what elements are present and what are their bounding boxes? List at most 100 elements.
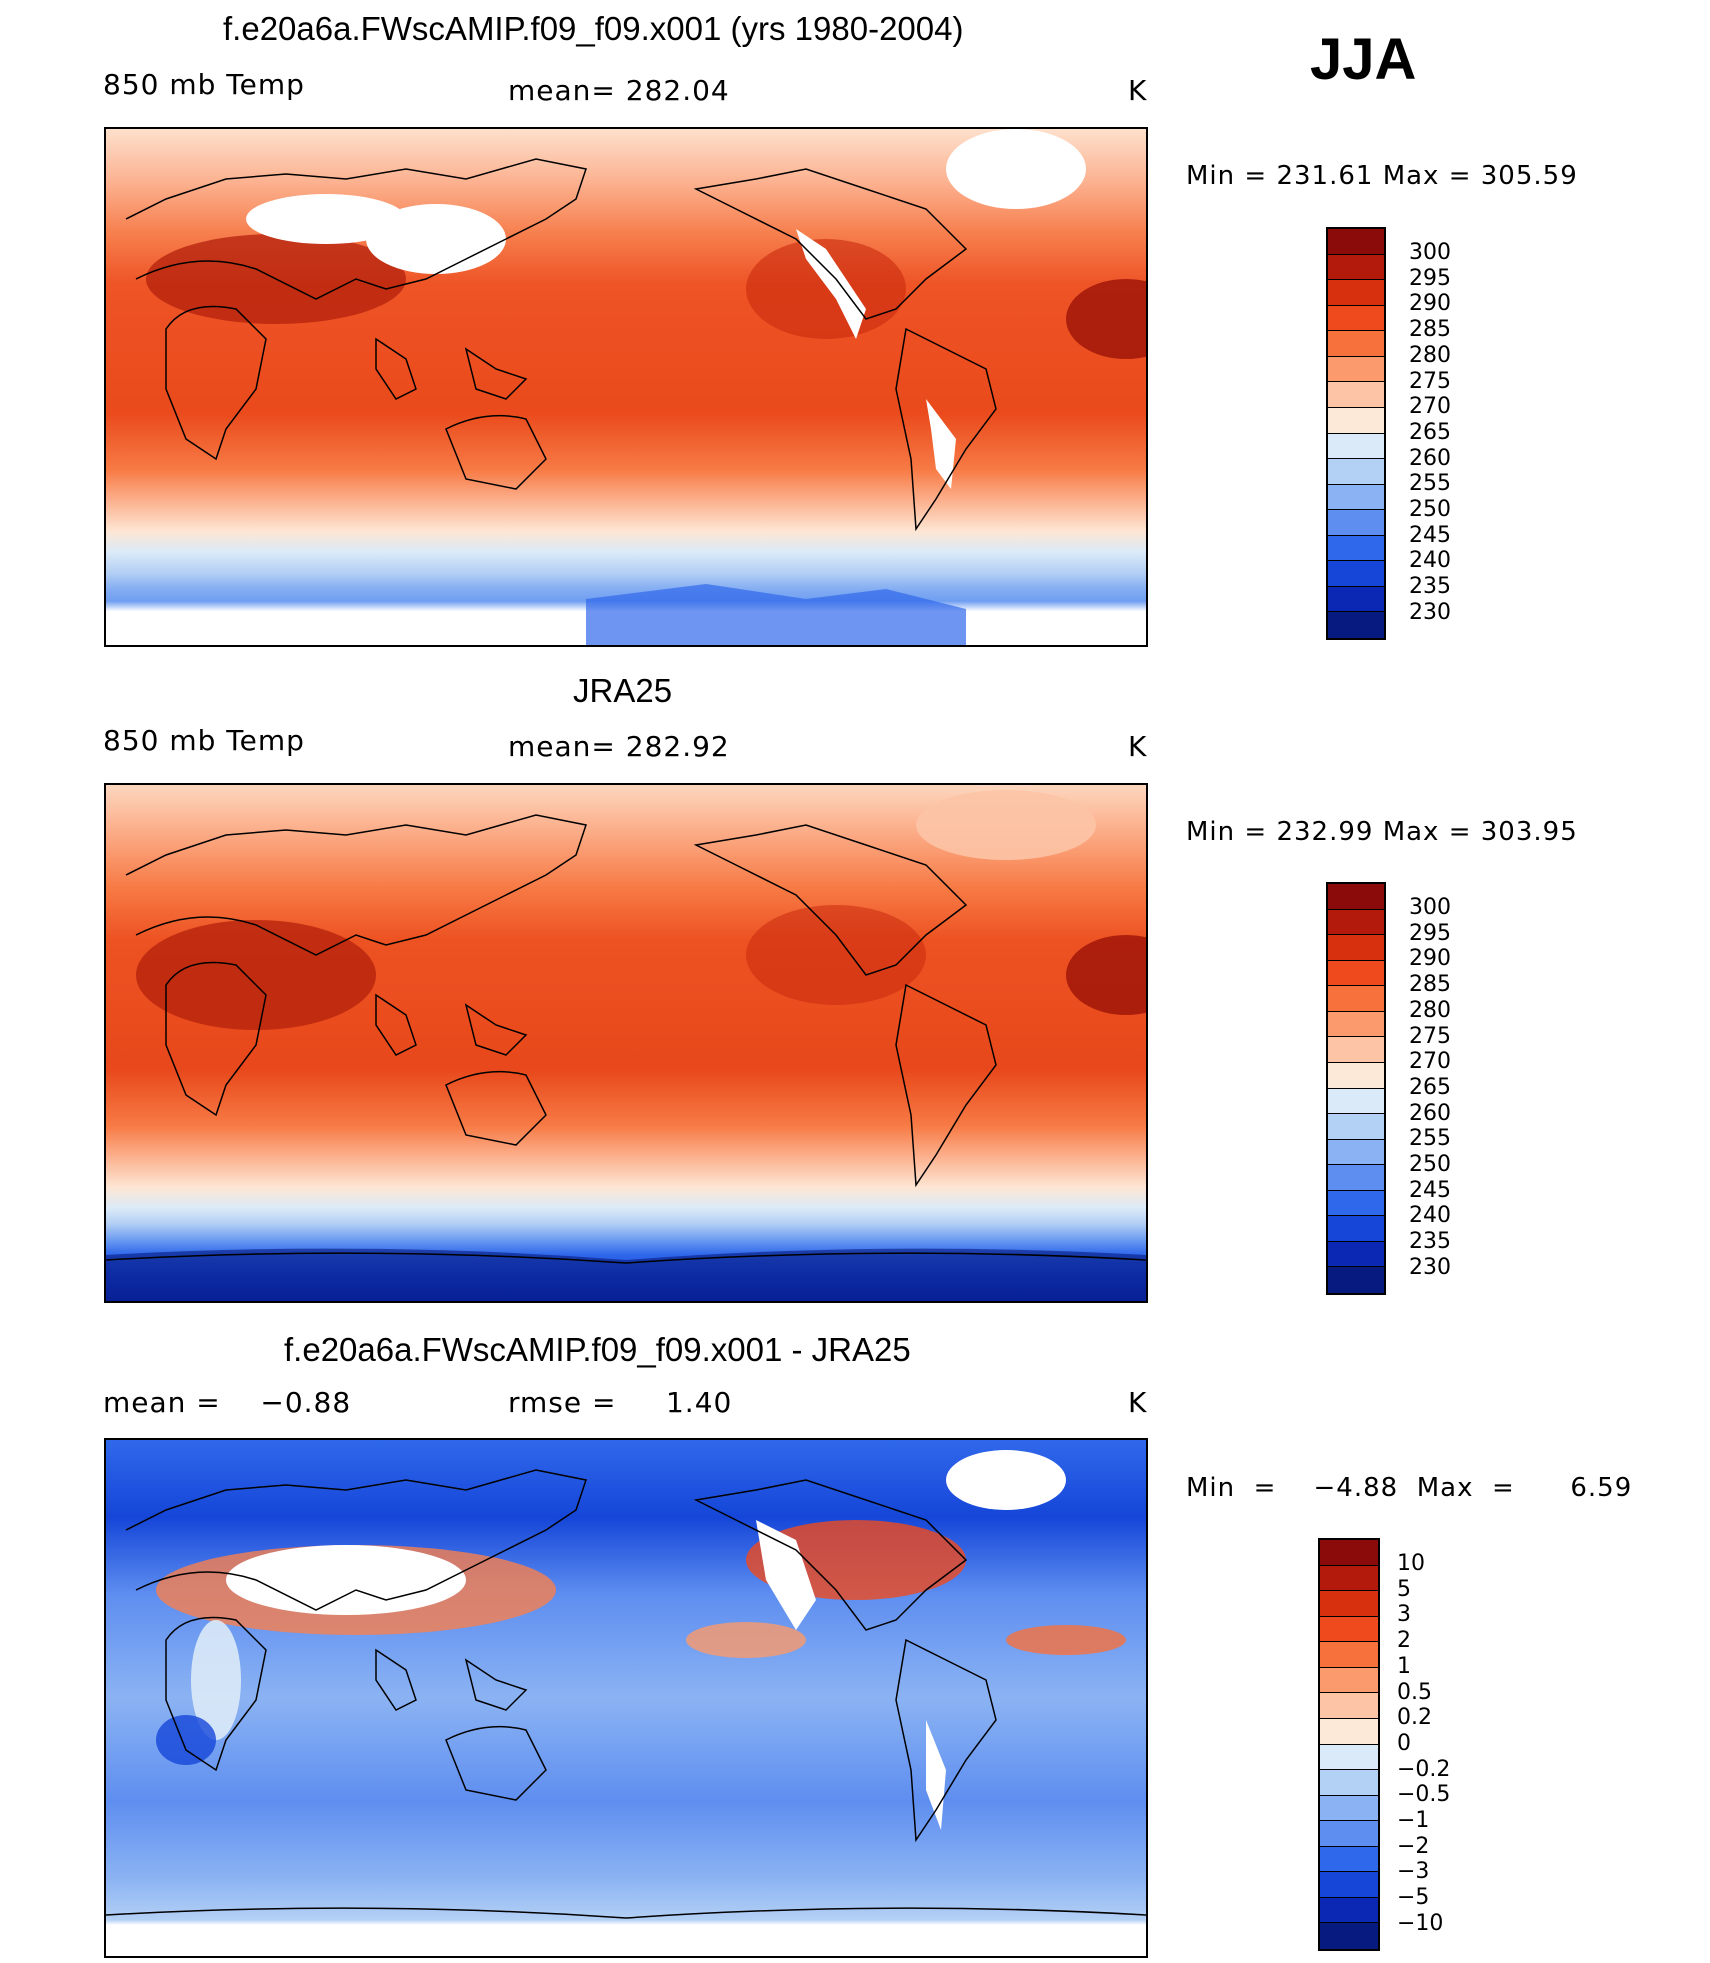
panel-2-colorbar-label: 280 [1409,997,1451,1023]
panel-3-colorbar-label: 0.2 [1397,1705,1432,1731]
panel-2-colorbar-label: 270 [1409,1049,1451,1075]
panel-2-colorbar-swatch [1328,1062,1384,1089]
panel-3-colorbar-label: −3 [1397,1859,1430,1885]
panel-2-colorbar [1326,882,1386,1295]
panel-1-colorbar-swatch [1328,356,1384,383]
panel-1-colorbar-label: 265 [1409,419,1451,445]
panel-1-colorbar-label: 285 [1409,317,1451,343]
panel-2-colorbar-label: 260 [1409,1100,1451,1126]
panel-2-colorbar-swatch [1328,986,1384,1012]
panel-3-colorbar-swatch [1320,1744,1378,1771]
panel-3-colorbar-swatch [1320,1693,1378,1719]
panel-1-colorbar-swatch [1328,382,1384,408]
panel-1-minmax: Min = 231.61 Max = 305.59 [1186,161,1578,191]
panel-3-colorbar-swatch [1320,1770,1378,1796]
panel-1-colorbar-label: 290 [1409,291,1451,317]
panel-2-colorbar-swatch [1328,1216,1384,1242]
panel-2-left-label: 850 mb Temp [103,724,305,757]
panel-1-colorbar-swatch [1328,433,1384,460]
panel-2-colorbar-swatch [1328,935,1384,961]
panel-3-colorbar-label: −5 [1397,1885,1430,1911]
panel-1-colorbar-swatch [1328,612,1384,638]
panel-3-colorbar-label: 0.5 [1397,1679,1432,1705]
panel-3-colorbar-swatch [1320,1821,1378,1847]
panel-1-colorbar-swatch [1328,561,1384,587]
panel-2-colorbar-swatch [1328,1267,1384,1293]
panel-1-colorbar-label: 270 [1409,394,1451,420]
panel-2-colorbar-swatch [1328,909,1384,936]
panel-2-colorbar-label: 300 [1409,895,1451,920]
panel-1-left-label: 850 mb Temp [103,68,305,101]
panel-3-colorbar-label: 3 [1397,1602,1411,1628]
panel-2-colorbar-label: 230 [1409,1254,1451,1280]
panel-2-colorbar-label: 265 [1409,1074,1451,1100]
panel-2-units: K [1128,730,1148,763]
panel-1-colorbar-swatch [1328,535,1384,562]
panel-1-colorbar-swatch [1328,331,1384,357]
panel-3-colorbar-swatch [1320,1718,1378,1745]
panel-1-colorbar-swatch [1328,305,1384,332]
panel-3-colorbar-swatch [1320,1616,1378,1643]
panel-1-colorbar-swatch [1328,459,1384,485]
panel-3-colorbar-label: −0.2 [1397,1756,1451,1782]
panel-2-title: JRA25 [573,672,673,709]
panel-3-colorbar-label: 10 [1397,1551,1425,1576]
panel-1-colorbar-label: 245 [1409,522,1451,548]
panel-2-center-label: mean= 282.92 [508,730,730,763]
panel-2-colorbar-segments [1328,884,1384,1293]
panel-3-map [104,1438,1148,1958]
panel-3-colorbar-segments [1320,1540,1378,1949]
panel-2-colorbar-label: 240 [1409,1203,1451,1229]
panel-2-colorbar-swatch [1328,884,1384,910]
panel-3-colorbar-swatch [1320,1923,1378,1949]
panel-1-colorbar-label: 240 [1409,548,1451,574]
panel-1-colorbar-swatch [1328,407,1384,434]
panel-2-colorbar-label: 250 [1409,1152,1451,1178]
panel-2-colorbar-swatch [1328,1139,1384,1166]
panel-3-minmax: Min = −4.88 Max = 6.59 [1186,1473,1633,1503]
panel-2-minmax: Min = 232.99 Max = 303.95 [1186,817,1578,847]
panel-3-colorbar-label: −1 [1397,1808,1430,1834]
panel-3-colorbar-swatch [1320,1795,1378,1822]
panel-3-colorbar-label: −10 [1397,1910,1444,1936]
panel-1-colorbar-label: 295 [1409,265,1451,291]
panel-2-colorbar-label: 295 [1409,920,1451,946]
panel-2-map [104,783,1148,1303]
panel-3-colorbar-swatch [1320,1897,1378,1924]
panel-1-colorbar-label: 280 [1409,342,1451,368]
panel-1-colorbar-label: 255 [1409,471,1451,497]
panel-3-colorbar-swatch [1320,1591,1378,1617]
panel-2-colorbar-swatch [1328,1114,1384,1140]
panel-2-colorbar-swatch [1328,960,1384,987]
panel-3-colorbar-label: −0.5 [1397,1782,1451,1808]
panel-1-colorbar-swatch [1328,510,1384,536]
panel-1-colorbar-label: 275 [1409,368,1451,394]
panel-3-colorbar-labels: 10 5 3 2 1 0.5 0.2 0 −0.2 −0.5 −1 −2 −3 −5 −10 [1397,1551,1450,1937]
panel-1-colorbar-swatch [1328,586,1384,613]
panel-3-title: f.e20a6a.FWscAMIP.f09_f09.x001 - JRA25 [284,1331,911,1368]
panel-2-colorbar-swatch [1328,1190,1384,1217]
panel-2-colorbar-label: 290 [1409,946,1451,972]
panel-2-colorbar-swatch [1328,1241,1384,1268]
panel-3-units: K [1128,1386,1148,1419]
panel-2-colorbar-swatch [1328,1011,1384,1038]
panel-1-colorbar-label: 300 [1409,240,1451,265]
panel-3-colorbar-label: 0 [1397,1730,1411,1756]
panel-1-colorbar-labels: 300 295 290 285 280 275 270 265 260 255 250 245 240 2… [1409,240,1451,626]
panel-2-colorbar-label: 255 [1409,1126,1451,1152]
panel-1-units: K [1128,74,1148,107]
panel-1-title: f.e20a6a.FWscAMIP.f09_f09.x001 (yrs 1980… [223,10,964,47]
panel-1-colorbar-label: 230 [1409,599,1451,625]
panel-3-colorbar [1318,1538,1380,1951]
panel-3-colorbar-swatch [1320,1667,1378,1694]
panel-3-colorbar-swatch [1320,1846,1378,1873]
panel-1-colorbar-label: 260 [1409,445,1451,471]
panel-2-colorbar-label: 285 [1409,972,1451,998]
panel-1-colorbar [1326,227,1386,640]
panel-3-colorbar-swatch [1320,1540,1378,1566]
panel-2-colorbar-swatch [1328,1037,1384,1063]
panel-1-center-label: mean= 282.04 [508,74,730,107]
panel-3-center-label: rmse = 1.40 [508,1386,733,1419]
panel-1-colorbar-swatch [1328,280,1384,306]
panel-3-colorbar-label: 2 [1397,1628,1411,1654]
